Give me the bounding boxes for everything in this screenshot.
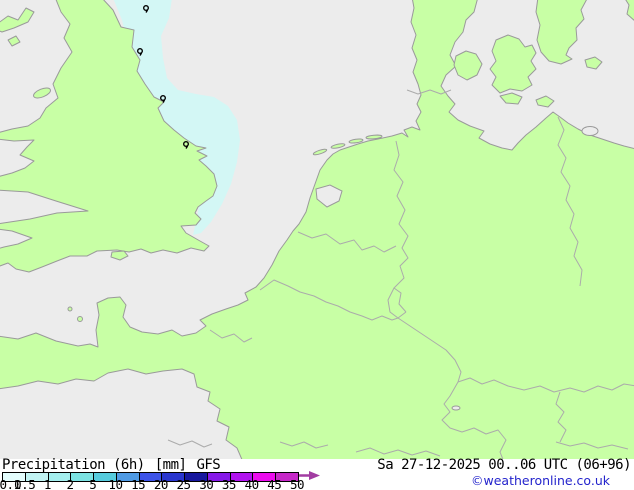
wadden-island: [348, 138, 364, 144]
legend-bar-strip: Precipitation (6h) [mm] GFS Sa 27-12-2025 …: [0, 457, 634, 490]
legend-color-segment: [93, 473, 116, 481]
river-squiggle: [279, 441, 329, 449]
coastlines: [0, 0, 634, 460]
sweden-coast-sliver: [625, 0, 634, 21]
legend-tick-labels: 0.1 0.5 1 2 5 10 15 20 25 30 35 40 45 50: [0, 477, 340, 490]
scotland-fragment-small: [7, 35, 21, 47]
legend-tick-label: 50: [289, 477, 305, 490]
border-switzerland-west: [441, 381, 507, 460]
river-seine: [209, 329, 253, 343]
weather-map: [0, 0, 634, 460]
border-denmark-germany: [406, 89, 452, 95]
legend-tick-label: 0.1: [0, 477, 21, 490]
wadden-island: [365, 134, 383, 140]
legend-title-parameter: Precipitation (6h): [2, 457, 145, 473]
river-squiggle: [555, 441, 629, 450]
legend-tick-label: 20: [153, 477, 169, 490]
legend-tick-label: 0.5: [14, 477, 36, 490]
border-belgium-france: [259, 279, 399, 321]
island-zealand: [489, 34, 537, 94]
lake-constance: [451, 405, 461, 411]
legend-title-unit: [mm]: [154, 457, 187, 473]
szczecin-lagoon: [581, 126, 599, 136]
legend-color-segment: [275, 473, 298, 481]
wadden-island: [312, 148, 328, 156]
continent-landmass: [0, 0, 634, 460]
drizzle-symbol: [182, 140, 189, 149]
legend-tick-label: 40: [244, 477, 260, 490]
drizzle-symbol: [142, 4, 149, 13]
legend-color-segment: [24, 473, 48, 481]
river-squiggle: [355, 447, 441, 457]
border-switzerland-north: [457, 377, 634, 393]
country-borders: [167, 89, 634, 460]
border-france-germany: [397, 317, 462, 383]
legend-tick-label: 25: [176, 477, 192, 490]
copyright-link[interactable]: ©weatheronline.co.uk: [471, 473, 610, 488]
river-loire: [167, 439, 213, 448]
legend-color-segment: [3, 473, 25, 481]
drizzle-symbol: [136, 48, 143, 56]
border-netherlands-germany: [393, 140, 409, 313]
legend-color-segment: [206, 473, 230, 481]
channel-island: [77, 316, 83, 322]
legend-color-segment: [161, 473, 185, 481]
legend-tick-label: 10: [108, 477, 123, 490]
channel-island: [67, 306, 73, 312]
island-funen: [453, 50, 483, 81]
drizzle-symbol: [159, 94, 166, 103]
border-luxembourg: [387, 287, 407, 319]
legend-color-segment: [47, 473, 71, 481]
legend-tick-label: 5: [89, 477, 97, 490]
ijsselmeer-lake: [315, 184, 343, 208]
legend-color-segment: [138, 473, 162, 481]
legend-tick-label: 1: [43, 477, 52, 490]
legend-tick-label: 15: [131, 477, 146, 490]
legend-title: Precipitation (6h) [mm] GFS: [2, 457, 221, 473]
border-germany-poland: [557, 116, 583, 287]
legend-arrow-icon: [299, 471, 320, 480]
border-netherlands-belgium: [297, 231, 397, 253]
island-moen: [535, 95, 555, 108]
legend-tick-label: 2: [66, 477, 75, 490]
isle-of-wight: [110, 250, 129, 261]
legend-color-segment: [70, 473, 94, 481]
island-lolland: [499, 92, 523, 105]
wadden-island: [330, 143, 346, 149]
border-austria: [555, 391, 567, 443]
island-baltic: [584, 56, 603, 70]
legend-color-segment: [252, 473, 276, 481]
legend-color-segment: [229, 473, 253, 481]
legend-tick-label: 30: [199, 477, 214, 490]
weather-symbols: [136, 4, 189, 149]
legend-color-segment: [184, 473, 207, 481]
legend-color-segment: [115, 473, 139, 481]
great-britain-landmass: [0, 0, 218, 273]
legend-color-bar: [2, 472, 299, 482]
legend-datetime: Sa 27-12-2025 00..06 UTC (06+96): [377, 457, 631, 473]
legend-tick-label: 35: [221, 477, 237, 490]
sweden-landmass: [535, 0, 587, 65]
scotland-fragment: [0, 7, 35, 33]
legend-tick-label: 45: [267, 477, 282, 490]
legend-title-model: GFS: [196, 457, 221, 473]
isle-of-man: [33, 87, 51, 99]
